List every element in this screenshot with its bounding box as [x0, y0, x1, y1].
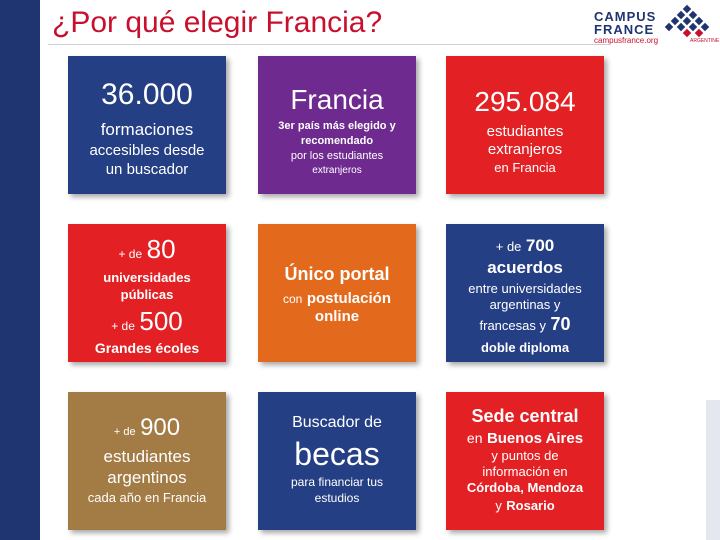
estudiantes-line1: estudiantes	[486, 123, 564, 140]
sede-heading: Sede central	[471, 406, 579, 426]
sede-line3: información en	[482, 464, 568, 479]
argentinos-line3: cada año en Francia	[87, 490, 207, 505]
sede-line5a: y	[495, 498, 502, 513]
acuerdos-number2: 70	[550, 314, 571, 334]
universidades-line1: universidades	[103, 270, 191, 285]
acuerdos-line2: entre universidades	[468, 281, 582, 296]
acuerdos-line1: acuerdos	[487, 258, 563, 277]
acuerdos-line5: doble diploma	[480, 340, 570, 355]
card-portal: Único portal con postulación online	[258, 224, 416, 362]
card-francia: Francia 3er país más elegido y recomenda…	[258, 56, 416, 194]
card-estudiantes: 295.084 estudiantes extranjeros en Franc…	[446, 56, 604, 194]
portal-line2: online	[314, 308, 360, 325]
right-edge-decoration	[706, 400, 720, 540]
portal-line1: postulación	[306, 290, 391, 307]
title-divider	[48, 44, 610, 45]
francia-line4: extranjeros	[312, 165, 362, 176]
formaciones-sub: accesibles desde	[89, 142, 205, 159]
card-sede: Sede central en Buenos Aires y puntos de…	[446, 392, 604, 530]
universidades-number1: 80	[146, 234, 176, 264]
acuerdos-line3: argentinas y	[489, 297, 561, 312]
formaciones-sub2: un buscador	[105, 161, 189, 178]
portal-line1-row: con postulación	[258, 290, 416, 308]
universidades-prefix1: + de	[118, 247, 143, 261]
francia-line2: recomendado	[300, 135, 374, 147]
universidades-line2: públicas	[120, 287, 174, 302]
argentinos-line2: argentinos	[107, 468, 187, 487]
sede-line2: y puntos de	[491, 448, 559, 463]
card-argentinos: + de 900 estudiantes argentinos cada año…	[68, 392, 226, 530]
card-becas: Buscador de becas para financiar tus est…	[258, 392, 416, 530]
card-universidades: + de 80 universidades públicas + de 500 …	[68, 224, 226, 362]
acuerdos-prefix: + de	[495, 239, 522, 254]
acuerdos-line4: francesas y	[479, 318, 546, 333]
estudiantes-line2: extranjeros	[487, 141, 563, 158]
portal-prefix: con	[283, 292, 303, 306]
card-acuerdos: + de 700 acuerdos entre universidades ar…	[446, 224, 604, 362]
sede-line1b: Buenos Aires	[486, 430, 584, 447]
page-title: ¿Por qué elegir Francia?	[52, 6, 383, 39]
argentinos-number: 900	[140, 414, 181, 441]
acuerdos-number: 700	[525, 236, 555, 255]
logo-line2: FRANCE	[594, 22, 655, 37]
universidades-prefix2: + de	[111, 319, 135, 333]
logo-url: campusfrance.org	[594, 36, 659, 45]
portal-heading: Único portal	[284, 264, 390, 284]
sede-line1-row: en Buenos Aires	[446, 430, 604, 448]
universidades-500-row: + de 500	[68, 306, 226, 337]
argentinos-prefix: + de	[113, 426, 136, 438]
sede-line1a: en	[466, 430, 483, 446]
card-formaciones: 36.000 formaciones accesibles desde un b…	[68, 56, 226, 194]
acuerdos-70-row: francesas y 70	[446, 314, 604, 335]
becas-big: becas	[294, 436, 380, 472]
logo-line1: CAMPUS	[594, 9, 657, 24]
formaciones-number: 36.000	[101, 78, 193, 111]
argentinos-900-row: + de 900	[68, 414, 226, 442]
logo-diamond-icon	[664, 4, 710, 38]
becas-line2: para financiar tus	[290, 475, 384, 489]
becas-line3: estudios	[314, 491, 360, 505]
acuerdos-700-row: + de 700	[446, 236, 604, 256]
universidades-number2: 500	[139, 306, 183, 336]
estudiantes-line3: en Francia	[494, 160, 556, 175]
left-sidebar-bar	[0, 0, 40, 540]
francia-line3: por los estudiantes	[290, 150, 384, 162]
formaciones-label: formaciones	[100, 120, 194, 139]
sede-line5b: Rosario	[506, 498, 555, 513]
francia-heading: Francia	[290, 84, 384, 115]
francia-line1: 3er país más elegido y	[278, 120, 396, 132]
becas-line1: Buscador de	[292, 414, 382, 431]
sede-line4: Córdoba, Mendoza	[466, 480, 584, 495]
estudiantes-number: 295.084	[474, 86, 576, 117]
universidades-line3: Grandes écoles	[94, 340, 200, 356]
sede-line5-row: y Rosario	[446, 497, 604, 515]
campus-france-logo: CAMPUS FRANCE campusfrance.org ARGENTINE	[586, 4, 720, 48]
argentinos-line1: estudiantes	[103, 447, 191, 466]
universidades-80-row: + de 80	[68, 234, 226, 265]
logo-country: ARGENTINE	[690, 38, 720, 44]
